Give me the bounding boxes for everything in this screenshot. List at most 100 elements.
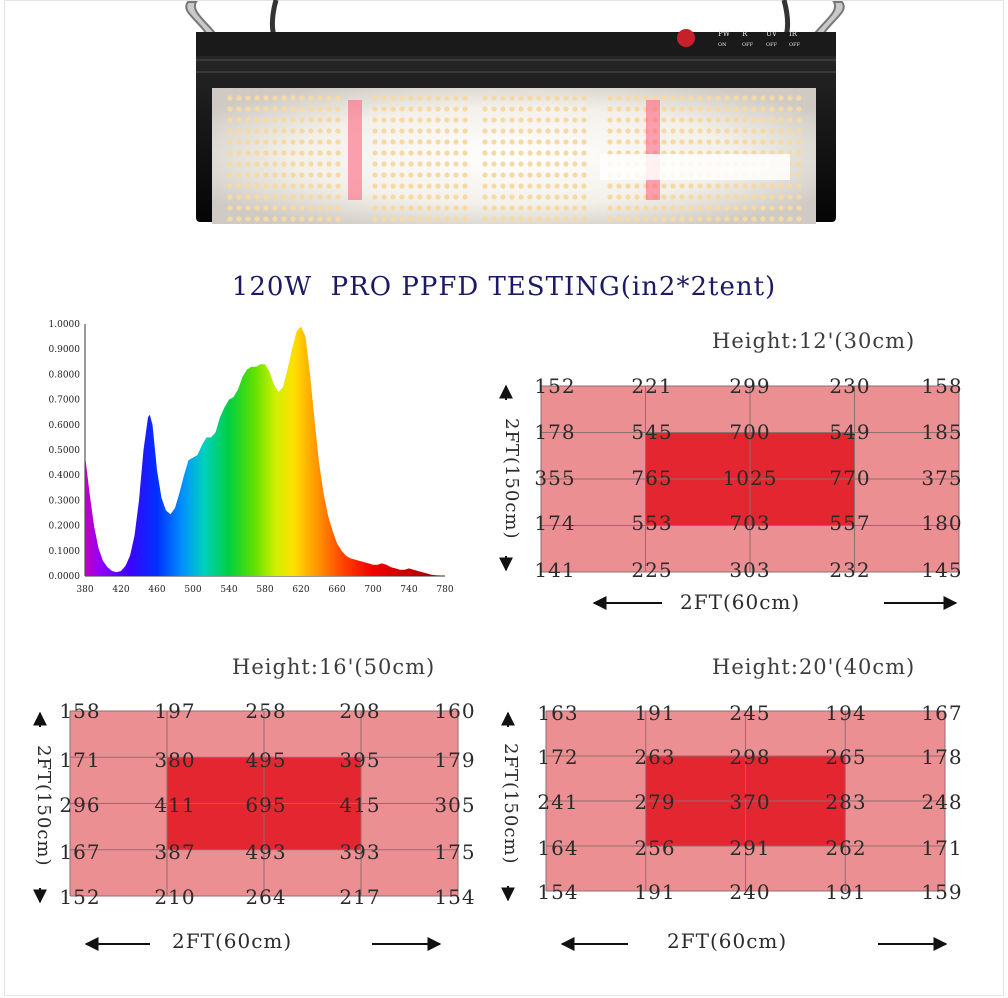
ppfd-value: 191 — [634, 701, 675, 725]
led-dot — [625, 205, 631, 211]
led-dot — [245, 150, 251, 156]
led-dot — [491, 150, 497, 156]
led-dot — [272, 183, 278, 189]
led-dot — [518, 161, 524, 167]
led-dot — [245, 139, 251, 145]
led-dot — [697, 183, 703, 189]
led-dot — [527, 183, 533, 189]
led-dot — [462, 183, 468, 189]
led-dot — [299, 106, 305, 112]
led-dot — [482, 117, 488, 123]
ppfd-value: 305 — [434, 793, 475, 817]
led-dot — [236, 216, 242, 222]
ppfd-value: 159 — [921, 880, 962, 904]
led-dot — [417, 128, 423, 134]
led-dot — [281, 106, 287, 112]
led-dot — [372, 194, 378, 200]
led-dot — [435, 205, 441, 211]
led-dot — [706, 216, 712, 222]
ppfd-value: 145 — [921, 558, 962, 582]
led-dot — [688, 183, 694, 189]
led-dot — [227, 172, 233, 178]
led-dot — [335, 117, 341, 123]
ppfd-value: 265 — [825, 745, 866, 769]
led-dot — [581, 161, 587, 167]
led-dot — [518, 172, 524, 178]
ppfd-value: 180 — [921, 511, 962, 535]
led-dot — [491, 194, 497, 200]
led-dot — [527, 194, 533, 200]
switch-state-uv: OFF — [766, 42, 778, 48]
led-dot — [527, 216, 533, 222]
led-dot — [245, 128, 251, 134]
led-dot — [317, 205, 323, 211]
ppfd-value: 549 — [829, 420, 870, 444]
led-dot — [462, 216, 468, 222]
led-dot — [688, 139, 694, 145]
led-dot — [326, 139, 332, 145]
led-dot — [518, 205, 524, 211]
led-dot — [426, 161, 432, 167]
led-dot — [634, 128, 640, 134]
led-dot — [263, 161, 269, 167]
led-dot — [733, 128, 739, 134]
led-grow-light-photo: PW R UV IR ON OFF OFF OFF — [185, 0, 845, 224]
led-dot — [796, 183, 802, 189]
led-dot — [625, 106, 631, 112]
led-dot — [536, 106, 542, 112]
led-dot — [254, 117, 260, 123]
led-dot — [697, 194, 703, 200]
led-dot — [417, 150, 423, 156]
ppfd-value: 415 — [339, 793, 380, 817]
led-dot — [581, 216, 587, 222]
led-dot — [290, 183, 296, 189]
led-dot — [670, 205, 676, 211]
led-dot — [444, 216, 450, 222]
ppfd-value: 765 — [631, 466, 672, 490]
power-knob — [677, 29, 695, 47]
led-dot — [518, 216, 524, 222]
led-dot — [652, 95, 658, 101]
led-dot — [408, 205, 414, 211]
led-dot — [426, 106, 432, 112]
led-dot — [724, 205, 730, 211]
led-dot — [581, 183, 587, 189]
led-dot — [733, 194, 739, 200]
ppfd-value: 174 — [534, 511, 575, 535]
led-dot — [381, 183, 387, 189]
led-dot — [787, 205, 793, 211]
led-dot — [290, 95, 296, 101]
led-dot — [308, 139, 314, 145]
led-dot — [317, 128, 323, 134]
led-dot — [616, 205, 622, 211]
led-dot — [390, 172, 396, 178]
led-dot — [787, 139, 793, 145]
led-dot — [335, 95, 341, 101]
ppfd-value: 557 — [829, 511, 870, 535]
led-dot — [482, 150, 488, 156]
led-dot — [536, 172, 542, 178]
led-dot — [742, 128, 748, 134]
led-dot — [616, 194, 622, 200]
led-dot — [733, 183, 739, 189]
led-dot — [326, 128, 332, 134]
led-dot — [308, 205, 314, 211]
ppfd-value: 167 — [921, 701, 962, 725]
led-dot — [372, 150, 378, 156]
led-dot — [536, 205, 542, 211]
led-dot — [435, 128, 441, 134]
led-dot — [670, 216, 676, 222]
led-dot — [236, 139, 242, 145]
led-dot — [572, 161, 578, 167]
led-dot — [299, 172, 305, 178]
ppfd-value: 770 — [829, 466, 870, 490]
led-dot — [545, 128, 551, 134]
height-label-50cm: Height:16'(50cm) — [232, 655, 436, 679]
switch-label-ir: IR — [789, 30, 798, 38]
led-dot — [281, 205, 287, 211]
led-dot — [563, 161, 569, 167]
led-dot — [500, 172, 506, 178]
led-dot — [688, 205, 694, 211]
led-dot — [491, 117, 497, 123]
led-dot — [263, 216, 269, 222]
